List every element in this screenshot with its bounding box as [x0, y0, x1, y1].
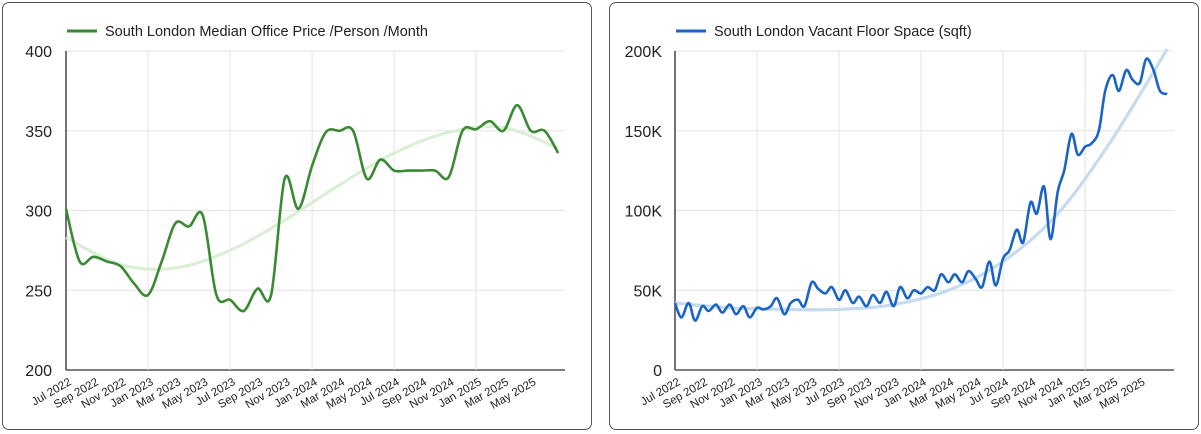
- left-chart-panel: 200 250 300 350 400 Jul 2022 Sep 2022 Nov 2022 J…: [2, 2, 592, 430]
- legend-label: South London Median Office Price /Person…: [105, 24, 428, 40]
- y-tick-label: 300: [25, 204, 52, 221]
- y-tick-label: 200: [25, 363, 52, 380]
- y-tick-label: 250: [25, 283, 52, 300]
- series-line: [673, 57, 1168, 322]
- y-tick-label: 400: [25, 44, 52, 61]
- y-tick-label: 350: [25, 124, 52, 141]
- y-tick-label: 200K: [625, 44, 663, 61]
- y-tick-label: 0: [653, 363, 662, 380]
- series-line: [64, 103, 560, 313]
- y-tick-label: 150K: [625, 124, 663, 141]
- legend-label: South London Vacant Floor Space (sqft): [714, 24, 972, 40]
- y-tick-label: 50K: [634, 283, 663, 300]
- y-tick-label: 100K: [625, 204, 663, 221]
- trend-line: [65, 125, 559, 271]
- right-chart-panel: 0 50K 100K 150K 200K Jul 2022 Sep 2022 Nov 2022…: [609, 2, 1199, 430]
